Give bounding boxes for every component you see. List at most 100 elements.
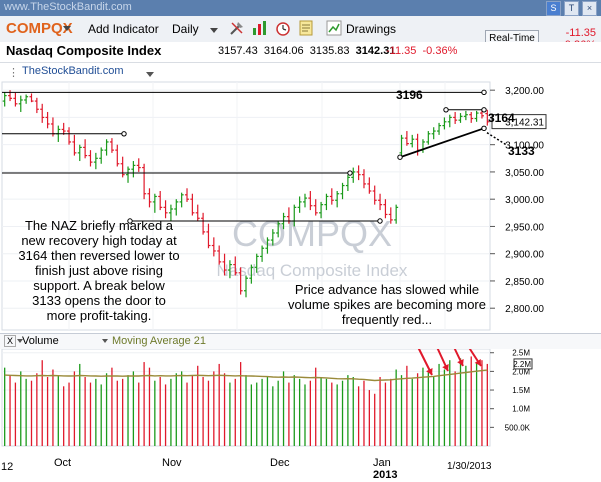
chart-subheader: ⋮ TheStockBandit.com xyxy=(0,63,601,81)
close-volume-panel-button[interactable]: X xyxy=(4,335,16,347)
price-axis: 2,800.00 2,850.00 2,900.00 2,950.00 3,000.00… xyxy=(490,86,547,315)
price-bar xyxy=(195,204,200,221)
add-indicator-button[interactable]: Add Indicator xyxy=(88,22,159,36)
site-chevron-icon[interactable] xyxy=(146,72,154,77)
x-label-oct: Oct xyxy=(54,457,72,469)
price-tick-label: 2,900.00 xyxy=(505,250,544,261)
volume-bars xyxy=(4,356,488,446)
chart-type-icon[interactable] xyxy=(252,20,268,36)
price-tick-label: 2,850.00 xyxy=(505,277,544,288)
level-3196-label: 3196 xyxy=(396,88,423,102)
price-tick-label: 2,800.00 xyxy=(505,304,544,315)
right-note-line: Price advance has slowed while xyxy=(294,282,480,297)
price-bar xyxy=(174,199,179,216)
price-tick-label: 3,100.00 xyxy=(505,141,544,152)
red-arrow-icon xyxy=(467,345,482,367)
symbol-dropdown[interactable]: COMPQX xyxy=(6,20,73,37)
ma-chevron-icon[interactable] xyxy=(102,339,108,343)
right-note-line: volume spikes are becoming more xyxy=(288,297,486,312)
realtime-change-value: -11.35 xyxy=(565,27,596,39)
change-pct: -0.36% xyxy=(422,45,458,57)
level-endpoint xyxy=(443,107,449,113)
price-bar xyxy=(399,134,404,156)
price-bar xyxy=(458,113,463,123)
site-label: TheStockBandit.com xyxy=(22,65,124,77)
notes-icon[interactable] xyxy=(298,20,314,36)
price-bar xyxy=(120,156,125,178)
tools-icon[interactable] xyxy=(229,20,245,36)
x-label-year: 2013 xyxy=(373,469,398,481)
price-bar xyxy=(420,139,425,153)
price-bar xyxy=(227,260,232,279)
x-label-nov: Nov xyxy=(162,457,182,469)
volume-chevron-icon[interactable] xyxy=(17,339,23,343)
price-bar xyxy=(222,253,227,276)
volume-label: Volume xyxy=(22,335,59,347)
x-label-dec: Dec xyxy=(270,457,290,469)
price-bar xyxy=(18,95,23,112)
x-label-date: 1/30/2013 xyxy=(447,461,492,472)
price-bar xyxy=(463,110,468,121)
level-endpoint xyxy=(347,170,353,176)
volume-arrows xyxy=(416,342,482,376)
price-bar xyxy=(8,90,13,102)
price-bar xyxy=(404,131,409,146)
price-bar xyxy=(437,122,442,135)
price-bar xyxy=(152,193,157,213)
price-bar xyxy=(372,185,377,205)
drawings-icon[interactable] xyxy=(326,20,342,36)
price-bar xyxy=(378,193,383,211)
alarm-clock-icon[interactable] xyxy=(275,20,291,36)
price-bar xyxy=(249,264,254,284)
price-bar xyxy=(142,163,147,200)
price-bar xyxy=(185,188,190,202)
price-tick-label: 3,200.00 xyxy=(505,86,544,97)
price-bar xyxy=(13,92,18,107)
price-bar xyxy=(485,109,490,126)
price-bar xyxy=(40,103,45,123)
price-bar xyxy=(115,144,120,167)
price-bar xyxy=(394,204,399,224)
price-bar xyxy=(104,139,109,156)
level-endpoint xyxy=(377,218,383,224)
price-bar xyxy=(217,245,222,265)
watermark-symbol: COMPQX xyxy=(232,213,392,254)
level-endpoint xyxy=(481,89,487,96)
price-bar xyxy=(131,161,136,178)
x-label-12: 12 xyxy=(1,461,14,473)
last-volume-box xyxy=(513,358,533,370)
period-chevron-icon[interactable] xyxy=(210,28,218,33)
collapse-chevron-icon[interactable]: ⋮ xyxy=(8,67,19,79)
price-bar xyxy=(206,223,211,249)
price-tick-label: 2,950.00 xyxy=(505,222,544,233)
symbol-chevron-icon[interactable] xyxy=(63,26,71,31)
t-button[interactable]: T xyxy=(564,1,579,16)
high-value: 3164.06 xyxy=(263,45,304,57)
price-bar xyxy=(238,267,243,295)
price-tick-label: 3,050.00 xyxy=(505,168,544,179)
close-button[interactable]: × xyxy=(582,1,597,16)
support-trendline xyxy=(399,127,485,159)
price-bar xyxy=(442,117,447,130)
right-annotation: Price advance has slowed while volume sp… xyxy=(268,282,506,327)
left-annotation: The NAZ briefly marked a new recovery hi… xyxy=(4,218,194,323)
volume-panel-header: X Volume Moving Average 21 xyxy=(0,333,601,349)
price-bar xyxy=(474,110,479,122)
price-bar xyxy=(201,212,206,235)
price-bar xyxy=(367,177,372,194)
price-bar xyxy=(324,193,329,211)
price-bar xyxy=(431,127,436,140)
price-bar xyxy=(24,94,29,104)
price-bar xyxy=(99,147,104,164)
price-bar xyxy=(83,139,88,159)
price-bar xyxy=(276,220,281,238)
price-bar xyxy=(72,134,77,156)
price-bar xyxy=(302,193,307,208)
price-bar xyxy=(254,253,259,273)
price-bar xyxy=(313,199,318,216)
period-dropdown[interactable]: Daily xyxy=(172,22,199,36)
drawings-button[interactable]: Drawings xyxy=(346,22,397,36)
price-bar xyxy=(260,245,265,262)
s-button[interactable]: S xyxy=(546,1,561,16)
